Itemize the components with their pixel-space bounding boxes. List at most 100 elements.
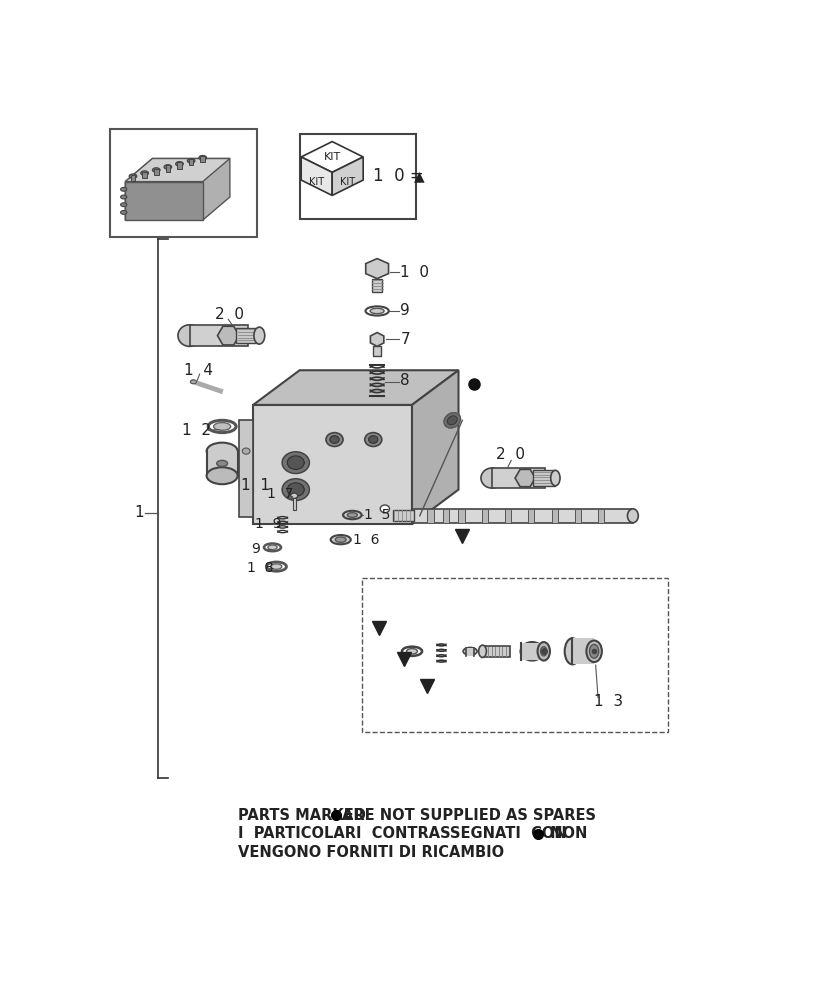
Polygon shape (125, 158, 230, 182)
Ellipse shape (206, 467, 237, 484)
Text: VENGONO FORNITI DI RICAMBIO: VENGONO FORNITI DI RICAMBIO (237, 845, 503, 860)
Bar (142, 172, 147, 178)
Ellipse shape (348, 513, 357, 517)
Text: PARTS MARKED: PARTS MARKED (237, 808, 366, 823)
Text: 1  7: 1 7 (267, 487, 294, 501)
Bar (521, 643, 543, 660)
Text: 2  0: 2 0 (215, 307, 244, 322)
Polygon shape (218, 326, 239, 345)
Ellipse shape (479, 645, 486, 657)
Ellipse shape (628, 509, 638, 523)
Ellipse shape (121, 195, 126, 199)
Text: 1  8: 1 8 (247, 561, 273, 575)
Ellipse shape (206, 443, 237, 460)
Ellipse shape (406, 649, 418, 654)
Text: 1  0: 1 0 (401, 265, 429, 280)
Ellipse shape (287, 456, 304, 470)
Ellipse shape (214, 423, 231, 430)
Bar (154, 169, 158, 175)
Ellipse shape (330, 436, 339, 443)
Bar (574, 509, 581, 523)
Ellipse shape (330, 535, 351, 544)
Ellipse shape (266, 562, 286, 571)
Bar (293, 498, 295, 510)
Ellipse shape (242, 448, 250, 454)
Ellipse shape (380, 505, 389, 513)
Ellipse shape (282, 452, 309, 473)
Bar (206, 451, 237, 476)
Ellipse shape (208, 420, 236, 433)
Polygon shape (515, 469, 535, 487)
Text: 7: 7 (401, 332, 410, 347)
Bar (361, 578, 667, 732)
Bar (177, 162, 182, 169)
Bar (412, 509, 633, 523)
Ellipse shape (343, 511, 361, 519)
Text: KIT: KIT (324, 152, 341, 162)
Ellipse shape (541, 647, 547, 656)
Bar (552, 509, 557, 523)
Ellipse shape (129, 174, 137, 179)
Ellipse shape (369, 436, 378, 443)
Bar (392, 510, 414, 521)
Ellipse shape (287, 483, 304, 497)
Ellipse shape (565, 638, 580, 664)
Bar (573, 638, 594, 664)
Bar (373, 346, 381, 356)
Ellipse shape (140, 171, 149, 175)
Bar (189, 325, 248, 346)
Bar (533, 470, 555, 486)
Text: 1  0 =: 1 0 = (373, 167, 424, 185)
Ellipse shape (326, 433, 343, 446)
Bar (459, 509, 464, 523)
Ellipse shape (217, 460, 228, 467)
Polygon shape (332, 157, 363, 195)
Text: 1  6: 1 6 (353, 533, 379, 547)
Bar (443, 509, 449, 523)
Text: ARE NOT SUPPLIED AS SPARES: ARE NOT SUPPLIED AS SPARES (342, 808, 596, 823)
Text: 1  4: 1 4 (184, 363, 213, 378)
Ellipse shape (444, 413, 460, 428)
Ellipse shape (551, 470, 560, 486)
Polygon shape (366, 259, 388, 279)
Ellipse shape (402, 647, 422, 656)
Ellipse shape (521, 642, 543, 661)
Ellipse shape (164, 165, 171, 169)
Bar (188, 159, 193, 165)
Ellipse shape (121, 187, 126, 191)
Polygon shape (125, 158, 230, 220)
Ellipse shape (187, 158, 195, 163)
Text: 9: 9 (401, 303, 410, 318)
Ellipse shape (365, 433, 382, 446)
Bar (466, 648, 474, 656)
Text: 8: 8 (401, 373, 410, 388)
Text: 1  1: 1 1 (241, 478, 270, 493)
Bar (528, 509, 534, 523)
Bar (131, 175, 135, 181)
Ellipse shape (481, 468, 503, 488)
Text: 2  0: 2 0 (495, 447, 525, 462)
Text: KIT: KIT (340, 177, 355, 187)
Polygon shape (239, 420, 253, 517)
Polygon shape (253, 405, 412, 524)
Text: NON: NON (544, 826, 587, 841)
Ellipse shape (587, 641, 602, 662)
Ellipse shape (121, 203, 126, 207)
Ellipse shape (447, 416, 458, 425)
Text: 9: 9 (251, 542, 259, 556)
Text: 1: 1 (135, 505, 144, 520)
Polygon shape (125, 182, 202, 220)
Ellipse shape (121, 210, 126, 214)
Bar (236, 328, 259, 343)
Ellipse shape (290, 493, 298, 498)
Ellipse shape (153, 168, 160, 172)
Bar (598, 509, 604, 523)
Polygon shape (301, 142, 363, 172)
Bar (372, 279, 382, 292)
Ellipse shape (370, 308, 384, 314)
Text: 1  3: 1 3 (594, 694, 623, 709)
Ellipse shape (199, 155, 206, 160)
Text: KIT: KIT (309, 177, 324, 187)
Text: 1  2: 1 2 (182, 423, 211, 438)
Bar (483, 646, 511, 657)
